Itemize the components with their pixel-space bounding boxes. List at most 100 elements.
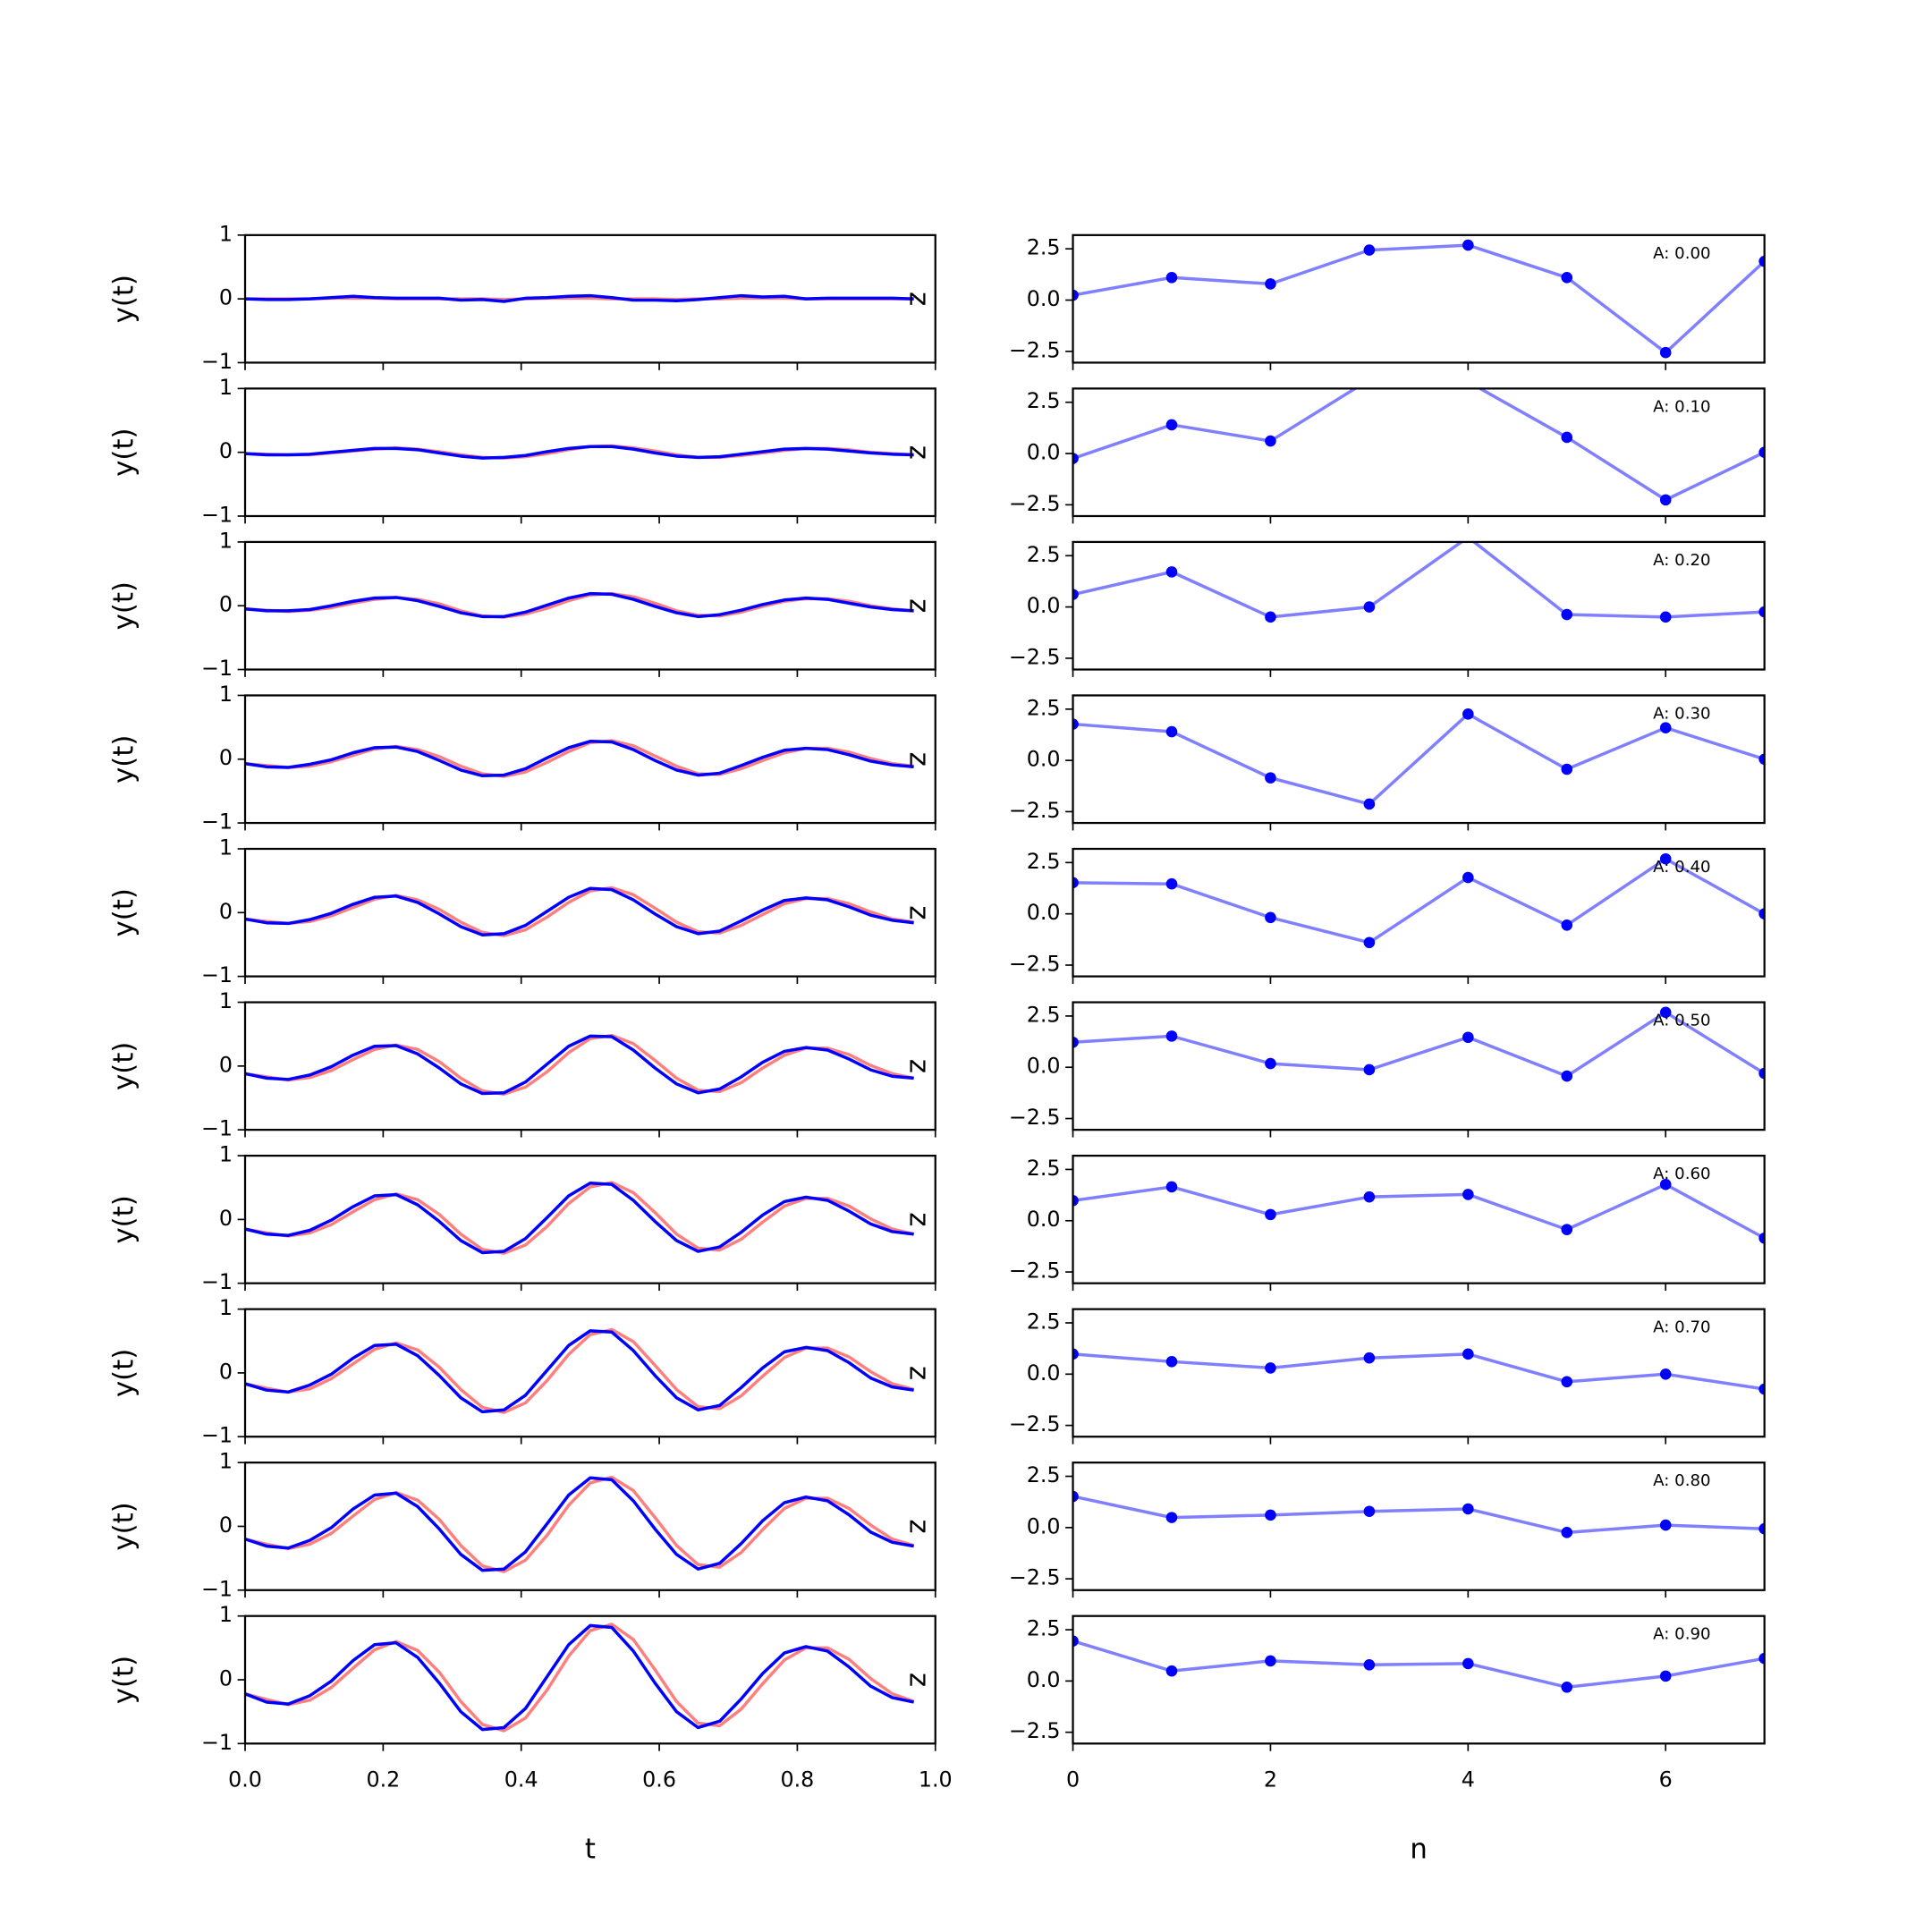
plot-area: [245, 739, 914, 778]
y-tick-label: −1: [201, 1730, 233, 1755]
point: [1072, 1195, 1079, 1207]
point: [1659, 611, 1672, 623]
point: [1363, 601, 1376, 613]
y-axis-label: y(t): [107, 1349, 140, 1397]
axes-frame: [1072, 1308, 1766, 1438]
y-tick-label: 0.0: [1027, 1054, 1061, 1079]
y-tick-label: 0: [219, 1206, 233, 1231]
series-line: [245, 293, 914, 303]
point: [1363, 244, 1376, 256]
annotation: A: 0.40: [1653, 858, 1710, 877]
x-tick-label: 0.6: [642, 1767, 676, 1792]
point: [1072, 1635, 1079, 1647]
point: [1659, 852, 1672, 865]
x-tick-label: 4: [1462, 1767, 1475, 1792]
point: [1363, 1658, 1376, 1671]
axes-frame: [1072, 847, 1766, 978]
annotation: z: [903, 1212, 936, 1226]
y-tick-label: 1: [219, 682, 233, 707]
point: [1462, 1031, 1474, 1044]
point: [1165, 419, 1178, 431]
point: [1561, 272, 1573, 284]
y-tick-label: 2.5: [1027, 695, 1061, 720]
point: [1363, 1352, 1376, 1364]
point: [1363, 1063, 1376, 1076]
point: [1265, 1208, 1276, 1221]
point: [1659, 722, 1672, 733]
plot-area: [1072, 1635, 1765, 1693]
x-tick-label: 6: [1659, 1767, 1673, 1792]
point: [1265, 1362, 1276, 1374]
point: [1165, 1512, 1178, 1523]
y-tick-label: 1: [219, 1602, 233, 1627]
plot-area: [1072, 1348, 1765, 1395]
series-line: [1072, 857, 1765, 945]
series-line: [1072, 1182, 1765, 1240]
point: [1758, 1232, 1765, 1244]
y-axis-label: y(t): [107, 428, 140, 477]
x-tick-label: 0: [1066, 1767, 1080, 1792]
y-tick-label: −1: [201, 1423, 233, 1448]
x-tick-label: 0.4: [504, 1767, 538, 1792]
point: [1462, 1189, 1474, 1200]
y-tick-label: −2.5: [1009, 1565, 1061, 1590]
y-tick-label: −2.5: [1009, 644, 1061, 669]
y-tick-label: −1: [201, 502, 233, 527]
y-tick-label: −1: [201, 1576, 233, 1601]
point: [1561, 1376, 1573, 1388]
point: [1265, 278, 1276, 290]
point: [1758, 1383, 1765, 1395]
point: [1462, 1503, 1474, 1515]
plot-area: [245, 1033, 914, 1096]
plot-area: [1072, 388, 1765, 506]
y-tick-label: −1: [201, 349, 233, 374]
y-axis-label: y(t): [107, 1502, 140, 1550]
y-tick-label: −2.5: [1009, 951, 1061, 976]
y-tick-label: 2.5: [1027, 388, 1061, 413]
x-axis-label: n: [1410, 1834, 1427, 1866]
series-line: [245, 445, 914, 460]
series-line: [1072, 1640, 1765, 1690]
y-tick-label: 1: [219, 1142, 233, 1167]
y-axis-label: y(t): [107, 1195, 140, 1243]
point: [1462, 239, 1474, 251]
x-tick-label: 0.0: [228, 1767, 262, 1792]
y-tick-label: 2.5: [1027, 1002, 1061, 1027]
y-tick-label: 1: [219, 835, 233, 860]
y-tick-label: 0: [219, 1666, 233, 1691]
point: [1561, 1070, 1573, 1082]
series-line: [245, 886, 914, 937]
series-line: [1072, 1495, 1765, 1535]
point: [1265, 1057, 1276, 1070]
annotation: A: 0.60: [1653, 1165, 1710, 1183]
series-line: [245, 1181, 914, 1255]
y-tick-label: 0: [219, 1052, 233, 1077]
point: [1165, 877, 1178, 890]
point: [1758, 255, 1765, 267]
y-tick-label: 0: [219, 1359, 233, 1384]
y-tick-label: 2.5: [1027, 1309, 1061, 1334]
point: [1072, 1490, 1079, 1503]
point: [1659, 1178, 1672, 1191]
series-line: [245, 1034, 914, 1096]
point: [1072, 877, 1079, 889]
annotation: z: [903, 752, 936, 767]
x-axis-label: t: [585, 1834, 596, 1866]
point: [1462, 871, 1474, 884]
point: [1072, 589, 1079, 600]
y-axis-label: y(t): [107, 1656, 140, 1704]
y-tick-label: 0.0: [1027, 1667, 1061, 1692]
x-tick-label: 1.0: [919, 1767, 953, 1792]
plot-area: [245, 1181, 915, 1255]
y-tick-label: 1: [219, 1449, 233, 1474]
x-tick-label: 0.2: [366, 1767, 400, 1792]
series-line: [245, 1329, 914, 1414]
y-axis-label: y(t): [107, 275, 140, 323]
point: [1561, 919, 1573, 931]
y-tick-label: 0.0: [1027, 1360, 1061, 1385]
y-tick-label: −2.5: [1009, 337, 1061, 362]
x-tick-label: 2: [1264, 1767, 1277, 1792]
annotation: A: 0.70: [1653, 1318, 1710, 1337]
plot-area: [245, 1475, 915, 1573]
